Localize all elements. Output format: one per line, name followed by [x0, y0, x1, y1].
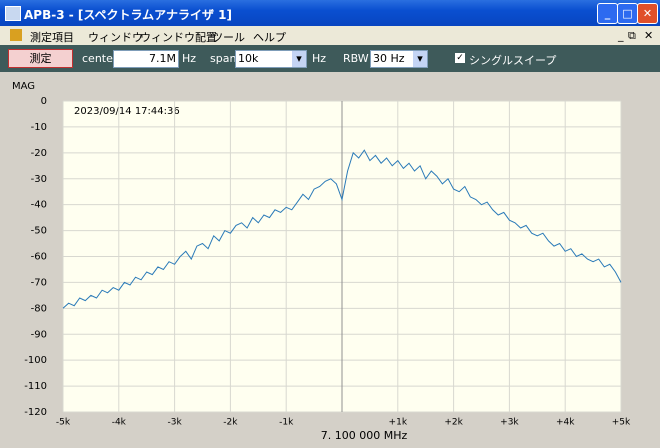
mdi-minimize[interactable]: _ — [618, 29, 624, 42]
span-unit: Hz — [312, 52, 327, 65]
y-tick-label: -30 — [31, 174, 47, 185]
x-tick-label: -2k — [223, 418, 238, 428]
timestamp: 2023/09/14 17:44:36 — [74, 106, 180, 117]
menu-item[interactable]: ウィンドウ配置 — [140, 31, 217, 44]
y-tick-label: -100 — [24, 355, 47, 366]
y-tick-label: -80 — [31, 303, 47, 314]
menu-bar: 測定項目 ウィンドウ ウィンドウ配置 ツール ヘルプ _ ⧉ ✕ — [0, 26, 660, 45]
span-label: span — [210, 52, 237, 65]
center-unit: Hz — [182, 52, 197, 65]
y-tick-label: -90 — [31, 329, 47, 340]
x-tick-label: -3k — [168, 418, 183, 428]
menu-item[interactable]: ツール — [212, 31, 245, 44]
y-tick-label: -120 — [24, 407, 47, 418]
menu-item[interactable]: 測定項目 — [30, 31, 74, 44]
app-icon — [5, 6, 21, 21]
y-tick-label: 0 — [41, 96, 47, 107]
rbw-value: 30 Hz — [373, 52, 405, 65]
y-tick-label: -10 — [31, 122, 47, 133]
span-value: 10k — [238, 52, 259, 65]
center-input[interactable]: 7.1M — [113, 50, 179, 68]
y-tick-label: -50 — [31, 226, 47, 237]
close-button[interactable]: ✕ — [637, 3, 658, 24]
single-sweep-checkbox[interactable]: ✓ — [455, 53, 465, 63]
spectrum-line — [62, 149, 622, 309]
maximize-button[interactable]: □ — [617, 3, 638, 24]
title-bar: APB-3 - [スペクトラムアナライザ 1] _ □ ✕ — [0, 0, 660, 26]
menu-item[interactable]: ウィンドウ — [88, 31, 143, 44]
menu-icon — [10, 29, 22, 41]
chart: MAG 2023/09/14 17:44:36 7. 100 000 MHz 0… — [12, 81, 631, 442]
toolbar: 測定 center 7.1M Hz span 10k ▾ Hz RBW 30 Hz… — [0, 45, 660, 72]
y-axis-label: MAG — [12, 81, 35, 92]
y-tick-label: -110 — [24, 381, 47, 392]
x-tick-label: +5k — [612, 418, 631, 428]
x-tick-label: -1k — [279, 418, 294, 428]
mdi-restore[interactable]: ⧉ — [628, 29, 636, 42]
center-label: center — [82, 52, 118, 65]
dropdown-arrow: ▾ — [292, 51, 306, 67]
x-tick-label: -4k — [112, 418, 127, 428]
x-tick-label: +3k — [500, 418, 519, 428]
span-select[interactable]: 10k ▾ — [235, 50, 307, 68]
menu-item[interactable]: ヘルプ — [253, 31, 286, 44]
y-tick-label: -20 — [31, 148, 47, 159]
x-tick-label: +1k — [389, 418, 408, 428]
minimize-button[interactable]: _ — [597, 3, 618, 24]
x-axis-label: 7. 100 000 MHz — [321, 429, 408, 442]
measure-button[interactable]: 測定 — [8, 49, 73, 68]
x-tick-label: +4k — [556, 418, 575, 428]
mdi-close[interactable]: ✕ — [644, 29, 654, 42]
y-tick-label: -70 — [31, 277, 47, 288]
single-sweep-label: シングルスイープ — [469, 54, 557, 67]
rbw-select[interactable]: 30 Hz ▾ — [370, 50, 428, 68]
y-tick-label: -60 — [31, 252, 47, 263]
window-title: APB-3 - [スペクトラムアナライザ 1] — [24, 8, 232, 22]
rbw-label: RBW — [343, 52, 369, 65]
y-tick-label: -40 — [31, 200, 47, 211]
x-tick-label: +2k — [444, 418, 463, 428]
x-tick-label: -5k — [56, 418, 71, 428]
dropdown-arrow: ▾ — [413, 51, 427, 67]
